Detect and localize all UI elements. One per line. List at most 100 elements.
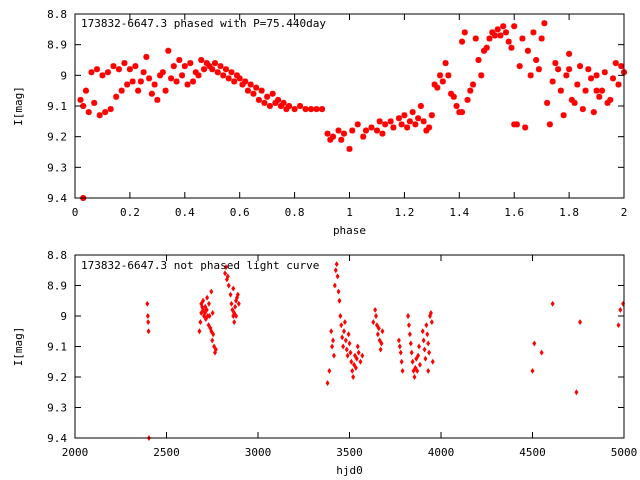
data-point [505, 38, 512, 45]
data-point [395, 115, 402, 122]
data-point [233, 72, 240, 79]
data-point [187, 60, 194, 67]
data-point [596, 93, 603, 100]
data-point [399, 358, 404, 365]
y-tick-label: 8.9 [47, 280, 67, 293]
data-point [231, 78, 238, 85]
data-point [339, 322, 344, 329]
data-point [336, 288, 341, 295]
data-point [416, 352, 421, 359]
data-point [426, 124, 433, 131]
phased-panel: 0 0.2 0.4 0.6 0.8 1 1.2 1.4 1.6 1.8 2 8.8 8.9 9 9.1 9.2… [12, 8, 627, 237]
data-point [409, 349, 414, 356]
data-point [349, 358, 354, 365]
unphased-title: 173832-6647.3 not phased light curve [81, 259, 319, 272]
data-point [350, 367, 355, 374]
data-point [352, 361, 357, 368]
data-point [342, 328, 346, 335]
data-point [437, 72, 444, 79]
data-point [442, 60, 449, 67]
data-point [102, 109, 109, 116]
data-point [206, 322, 211, 329]
data-point [407, 322, 411, 329]
data-point [264, 93, 271, 100]
data-point [566, 66, 573, 73]
data-point [550, 300, 555, 307]
data-point [129, 78, 136, 85]
data-point [448, 90, 455, 97]
data-point [297, 103, 304, 109]
data-point [225, 75, 232, 82]
data-point [519, 35, 526, 42]
data-point [197, 328, 202, 335]
data-point [286, 103, 293, 109]
data-point [406, 313, 411, 319]
data-point [239, 81, 246, 88]
data-point [210, 337, 215, 344]
data-point [423, 355, 428, 362]
data-point [590, 109, 597, 116]
data-point [373, 127, 380, 134]
data-point [599, 87, 606, 94]
data-point [374, 313, 378, 319]
data-point [82, 87, 89, 94]
data-point [417, 361, 422, 368]
data-point [242, 78, 249, 85]
y-tick-label: 9.3 [47, 161, 67, 174]
data-point [113, 93, 120, 100]
data-point [205, 294, 210, 301]
data-point [207, 313, 212, 319]
data-point [593, 87, 600, 94]
data-point [358, 358, 363, 365]
data-point [85, 109, 92, 116]
data-point [145, 300, 150, 307]
data-point [373, 306, 378, 313]
data-point [157, 72, 164, 79]
x-tick-label: 2500 [153, 446, 180, 459]
data-point [335, 127, 342, 134]
data-point [508, 44, 515, 51]
data-point [280, 99, 287, 106]
data-point [313, 106, 320, 113]
data-point [348, 349, 353, 356]
data-point [577, 63, 584, 70]
data-point [206, 63, 213, 70]
data-point [607, 96, 614, 103]
data-point [330, 133, 337, 140]
data-point [424, 322, 429, 329]
data-point [291, 106, 298, 113]
data-point [453, 103, 460, 109]
data-point [396, 337, 401, 344]
y-tick-label: 9.1 [47, 100, 67, 113]
data-point [422, 346, 427, 353]
data-point [461, 29, 468, 36]
data-point [527, 72, 534, 79]
data-point [229, 300, 234, 307]
data-point [343, 337, 348, 344]
data-point [568, 96, 575, 103]
data-point [398, 349, 403, 356]
data-point [360, 352, 365, 359]
data-point [379, 130, 386, 137]
data-point [110, 63, 117, 70]
data-point [421, 337, 426, 344]
y-tick-label: 9.1 [47, 341, 67, 354]
data-point [192, 69, 199, 76]
y-tick-label: 9.4 [47, 192, 67, 205]
data-point [344, 346, 349, 353]
data-point [354, 121, 361, 128]
data-point [302, 106, 309, 113]
data-point [377, 337, 382, 344]
data-point [353, 352, 357, 359]
data-point [552, 60, 559, 67]
data-point [376, 118, 383, 125]
data-point [582, 87, 589, 94]
data-point [272, 99, 279, 106]
data-point [181, 63, 188, 70]
data-point [475, 57, 482, 63]
data-point [258, 87, 265, 94]
data-point [368, 124, 375, 131]
data-point [483, 44, 490, 51]
data-point [464, 96, 471, 103]
data-point [209, 328, 214, 335]
